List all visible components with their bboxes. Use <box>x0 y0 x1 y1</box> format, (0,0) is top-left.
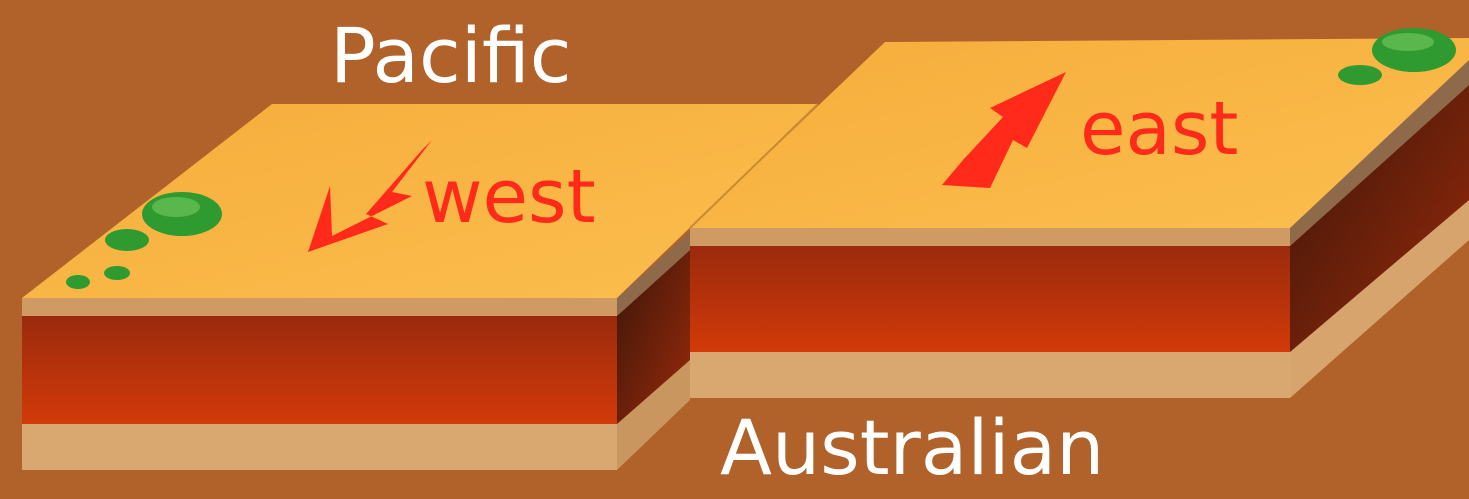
east-plate-block <box>690 38 1469 398</box>
bush-icon <box>66 275 90 289</box>
west-plate-side-mantle <box>617 356 690 470</box>
west-plate-side-edge <box>617 232 690 316</box>
east-arrow-icon <box>942 72 1066 188</box>
east-plate-front-crust <box>690 246 1290 352</box>
bush-icon <box>105 229 149 251</box>
west-plate-side-crust <box>617 250 690 424</box>
bush-icon <box>1382 33 1434 51</box>
west-arrow-icon <box>308 140 432 252</box>
east-plate-front-mantle <box>690 350 1290 398</box>
bush-icon <box>104 266 130 280</box>
west-plate-surface <box>22 104 818 298</box>
west-plate-edge <box>22 298 617 316</box>
bush-icon <box>1338 65 1382 85</box>
australian-plate-label: Australian <box>720 403 1105 492</box>
west-plate-front-crust <box>22 316 617 424</box>
fault-line <box>689 103 819 229</box>
east-plate-side-edge <box>1290 60 1469 246</box>
east-plate-edge <box>690 228 1290 246</box>
east-plate-surface <box>690 38 1469 228</box>
west-plate-front-mantle <box>22 422 617 470</box>
west-direction-label: west <box>422 154 596 240</box>
vegetation-right <box>1338 28 1456 85</box>
east-plate-side-crust <box>1290 85 1469 352</box>
bush-icon <box>152 197 200 217</box>
east-direction-label: east <box>1080 86 1239 172</box>
vegetation-left <box>66 192 222 289</box>
pacific-plate-label: Pacific <box>330 11 572 100</box>
west-plate-block <box>22 104 818 470</box>
